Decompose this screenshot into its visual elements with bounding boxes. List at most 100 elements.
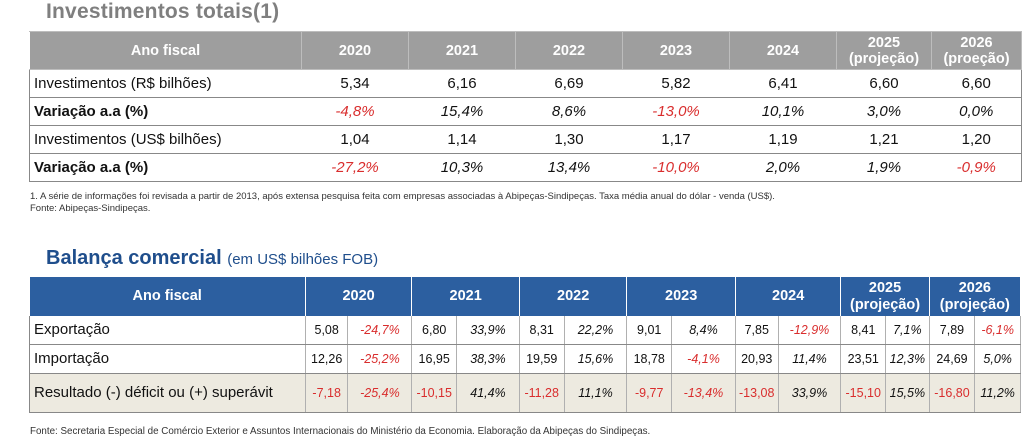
value-cell: 5,34 bbox=[301, 69, 409, 98]
fiscal-year-header: Ano fiscal bbox=[29, 277, 306, 316]
variation-cell: -27,2% bbox=[301, 153, 409, 182]
variation-cell: 10,1% bbox=[729, 97, 837, 126]
change-cell: 33,9% bbox=[456, 316, 520, 345]
value-cell: 6,60 bbox=[836, 69, 932, 98]
change-cell: 11,1% bbox=[564, 373, 628, 413]
change-cell: 33,9% bbox=[778, 373, 842, 413]
value-cell: -9,77 bbox=[626, 373, 673, 413]
row-label: Variação a.a (%) bbox=[29, 97, 302, 126]
value-cell: 7,89 bbox=[929, 316, 976, 345]
change-cell: 15,6% bbox=[564, 344, 628, 374]
change-cell: -25,2% bbox=[347, 344, 413, 374]
year-header: 2020 bbox=[305, 277, 413, 316]
year-header: 2026 (projeção) bbox=[929, 277, 1022, 316]
change-cell: 22,2% bbox=[564, 316, 628, 345]
value-cell: -10,15 bbox=[411, 373, 457, 413]
value-cell: -11,28 bbox=[519, 373, 565, 413]
change-cell: 8,4% bbox=[671, 316, 736, 345]
trade-source: Fonte: Secretaria Especial de Comércio E… bbox=[30, 426, 651, 437]
trade-balance-title: Balança comercial (em US$ bilhões FOB) bbox=[46, 247, 378, 270]
variation-cell: -0,9% bbox=[931, 153, 1022, 182]
value-cell: 7,85 bbox=[735, 316, 779, 345]
row-label: Investimentos (R$ bilhões) bbox=[29, 69, 302, 98]
footnote-text: 1. A série de informações foi revisada a… bbox=[30, 191, 775, 202]
variation-cell: -13,0% bbox=[622, 97, 730, 126]
row-label: Variação a.a (%) bbox=[29, 153, 302, 182]
change-cell: 41,4% bbox=[456, 373, 520, 413]
value-cell: 12,26 bbox=[305, 344, 349, 374]
row-label: Exportação bbox=[29, 316, 306, 345]
investments-table: Ano fiscal 2020 2021 2022 2023 2024 2025… bbox=[29, 31, 1022, 182]
value-cell: 1,17 bbox=[622, 125, 730, 154]
trade-header-row: Ano fiscal 2020 2021 2022 2023 2024 2025… bbox=[29, 277, 1022, 316]
year-header: 2021 bbox=[411, 277, 520, 316]
row-label: Resultado (-) déficit ou (+) superávit bbox=[29, 373, 306, 413]
change-cell: 11,2% bbox=[974, 373, 1021, 413]
change-cell: 5,0% bbox=[974, 344, 1021, 374]
year-header: 2025 (projeção) bbox=[840, 277, 930, 316]
variation-cell: 0,0% bbox=[931, 97, 1022, 126]
trade-row: Resultado (-) déficit ou (+) superávit -7… bbox=[29, 373, 1021, 413]
change-cell: 38,3% bbox=[456, 344, 520, 374]
year-header: 2024 bbox=[729, 31, 837, 70]
variation-cell: -10,0% bbox=[622, 153, 730, 182]
value-cell: -16,80 bbox=[929, 373, 976, 413]
year-header: 2025 (projeção) bbox=[836, 31, 932, 70]
value-cell: 9,01 bbox=[626, 316, 673, 345]
value-cell: 6,80 bbox=[411, 316, 457, 345]
change-cell: -12,9% bbox=[778, 316, 842, 345]
value-cell: 1,19 bbox=[729, 125, 837, 154]
value-cell: 6,69 bbox=[515, 69, 623, 98]
value-cell: 8,31 bbox=[519, 316, 565, 345]
trade-balance-subtitle: (em US$ bilhões FOB) bbox=[227, 251, 379, 268]
value-cell: 6,16 bbox=[408, 69, 516, 98]
value-cell: -7,18 bbox=[305, 373, 349, 413]
value-cell: 1,04 bbox=[301, 125, 409, 154]
value-cell: 1,20 bbox=[931, 125, 1022, 154]
value-cell: 24,69 bbox=[929, 344, 976, 374]
variation-cell: 13,4% bbox=[515, 153, 623, 182]
value-cell: -15,10 bbox=[840, 373, 887, 413]
year-header: 2022 bbox=[515, 31, 623, 70]
investments-row: Variação a.a (%) -27,2% 10,3% 13,4% -10,0% 2,… bbox=[29, 153, 1022, 182]
variation-cell: -4,8% bbox=[301, 97, 409, 126]
value-cell: 8,41 bbox=[840, 316, 887, 345]
row-label: Investimentos (US$ bilhões) bbox=[29, 125, 302, 154]
trade-row: Importação 12,26 -25,2% 16,95 38,3% 19,59 15,6… bbox=[29, 344, 1021, 374]
change-cell: 15,5% bbox=[885, 373, 930, 413]
value-cell: 1,14 bbox=[408, 125, 516, 154]
change-cell: 12,3% bbox=[885, 344, 930, 374]
variation-cell: 2,0% bbox=[729, 153, 837, 182]
year-header: 2023 bbox=[622, 31, 730, 70]
investments-title: Investimentos totais(1) bbox=[46, 0, 280, 23]
investments-footnote: 1. A série de informações foi revisada a… bbox=[30, 191, 910, 214]
value-cell: 19,59 bbox=[519, 344, 565, 374]
value-cell: 20,93 bbox=[735, 344, 779, 374]
value-cell: -13,08 bbox=[735, 373, 779, 413]
year-header: 2020 bbox=[301, 31, 409, 70]
variation-cell: 10,3% bbox=[408, 153, 516, 182]
trade-row: Exportação 5,08 -24,7% 6,80 33,9% 8,31 22,2% 9,… bbox=[29, 316, 1021, 345]
change-cell: -6,1% bbox=[974, 316, 1021, 345]
value-cell: 16,95 bbox=[411, 344, 457, 374]
value-cell: 6,41 bbox=[729, 69, 837, 98]
value-cell: 5,82 bbox=[622, 69, 730, 98]
fiscal-year-header: Ano fiscal bbox=[29, 31, 302, 70]
year-header: 2026 (proeção) bbox=[931, 31, 1022, 70]
change-cell: -13,4% bbox=[671, 373, 736, 413]
trade-balance-title-text: Balança comercial bbox=[46, 247, 222, 269]
change-cell: -25,4% bbox=[347, 373, 413, 413]
year-header: 2022 bbox=[519, 277, 628, 316]
trade-balance-table: Ano fiscal 2020 2021 2022 2023 2024 2025… bbox=[29, 277, 1022, 413]
variation-cell: 15,4% bbox=[408, 97, 516, 126]
value-cell: 23,51 bbox=[840, 344, 887, 374]
variation-cell: 3,0% bbox=[836, 97, 932, 126]
investments-row: Investimentos (US$ bilhões) 1,04 1,14 1,30 1… bbox=[29, 125, 1022, 154]
investments-row: Variação a.a (%) -4,8% 15,4% 8,6% -13,0% 10,1… bbox=[29, 97, 1022, 126]
change-cell: -4,1% bbox=[671, 344, 736, 374]
value-cell: 1,30 bbox=[515, 125, 623, 154]
year-header: 2021 bbox=[408, 31, 516, 70]
variation-cell: 1,9% bbox=[836, 153, 932, 182]
year-header: 2024 bbox=[735, 277, 842, 316]
investments-row: Investimentos (R$ bilhões) 5,34 6,16 6,69 5,… bbox=[29, 69, 1022, 98]
